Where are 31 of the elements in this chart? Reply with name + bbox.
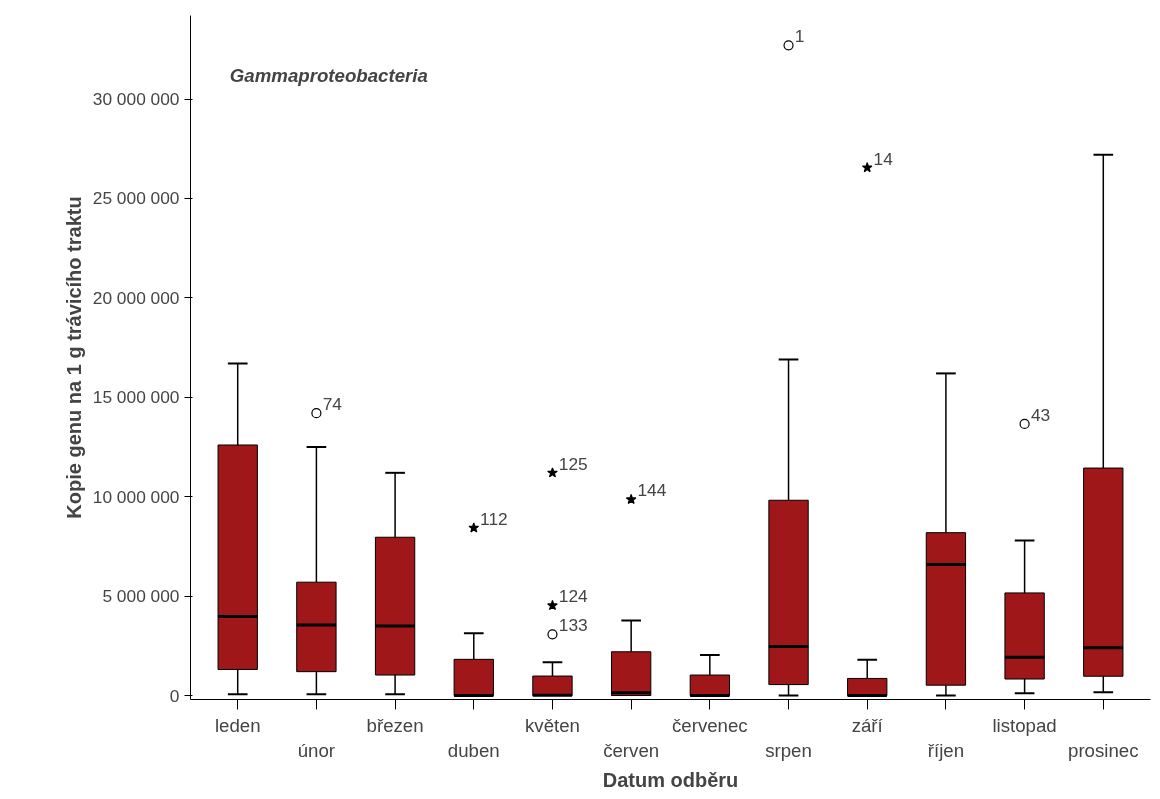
annotation: 112: [480, 508, 508, 529]
y-tick-label: 20 000 000: [92, 287, 180, 308]
annotation: 74: [322, 394, 343, 415]
x-tick-label: leden: [214, 714, 261, 736]
x-tick-label: září: [851, 714, 884, 736]
x-tick-label: srpen: [765, 739, 812, 761]
y-tick-label: 15 000 000: [92, 387, 180, 408]
x-tick-label: červen: [603, 739, 660, 761]
x-tick-label: listopad: [992, 714, 1057, 736]
x-tick-label: duben: [447, 739, 500, 761]
x-tick-label: květen: [524, 714, 580, 736]
annotation: 14: [873, 148, 894, 169]
annotation: 124: [558, 586, 589, 607]
y-tick-label: 25 000 000: [92, 188, 180, 209]
annotation: 144: [637, 480, 667, 501]
x-tick-label: únor: [297, 739, 336, 761]
y-tick-label: 10 000 000: [92, 486, 180, 507]
y-tick-label: 0: [169, 685, 180, 706]
x-tick-label: červenec: [671, 714, 748, 736]
y-tick-label: 30 000 000: [92, 89, 180, 110]
annotation: 1: [794, 26, 805, 47]
annotation: 133: [558, 615, 588, 636]
y-axis-title: Kopie genu na 1 g trávicího traktu: [62, 196, 85, 519]
y-tick-label: 5 000 000: [102, 586, 180, 607]
text: Gammaproteobacteria: [229, 64, 428, 86]
annotation: 43: [1030, 404, 1051, 425]
x-tick-label: prosinec: [1068, 739, 1139, 761]
x-tick-label: březen: [366, 714, 424, 736]
annotation: 125: [558, 453, 588, 474]
x-tick-label: říjen: [927, 739, 965, 761]
x-axis-title: Datum odběru: [602, 768, 739, 791]
